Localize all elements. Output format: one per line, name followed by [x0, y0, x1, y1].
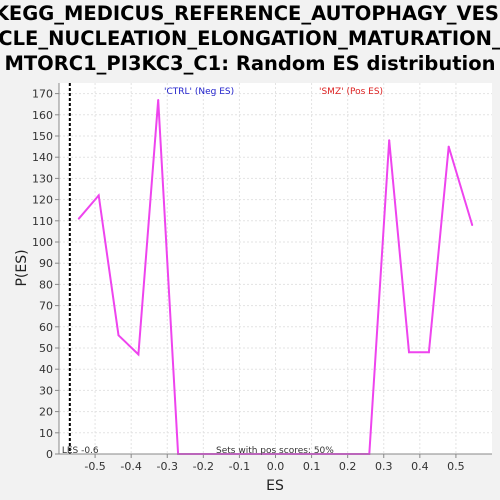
y-tick-label-9: 90 [39, 257, 53, 270]
x-tick-label-0: -0.5 [84, 460, 105, 473]
es-point-9 [408, 351, 411, 354]
y-tick-label-4: 40 [39, 363, 53, 376]
x-tick-label-9: 0.4 [411, 460, 429, 473]
x-tick-label-1: -0.4 [120, 460, 141, 473]
y-tick-label-6: 60 [39, 321, 53, 334]
y-tick-label-13: 130 [32, 172, 53, 185]
pos-scores-footer: Sets with pos scores: 50% [216, 446, 334, 456]
x-axis-label: ES [266, 478, 284, 494]
y-tick-label-1: 10 [39, 427, 53, 440]
es-point-2 [117, 334, 120, 337]
y-tick-label-2: 20 [39, 406, 53, 419]
chart-title-line-3: MTORC1_PI3KC3_C1: Random ES distribution [4, 52, 495, 75]
pos-es-label: 'SMZ' (Pos ES) [319, 87, 383, 97]
y-tick-label-16: 160 [32, 109, 53, 122]
es-point-0 [77, 217, 80, 220]
y-axis-label: P(ES) [14, 249, 30, 286]
y-tick-label-0: 0 [46, 448, 53, 461]
y-tick-label-15: 150 [32, 130, 53, 143]
chart-title-line-2: CLE_NUCLEATION_ELONGATION_MATURATION_ [0, 27, 500, 50]
x-tick-label-2: -0.3 [157, 460, 178, 473]
x-tick-label-4: -0.1 [229, 460, 250, 473]
y-axis-ticks: 0 10 20 30 40 50 60 70 80 90 100 110 120 130 140 150 160… [32, 88, 59, 461]
y-tick-label-5: 50 [39, 342, 53, 355]
y-tick-label-17: 170 [32, 88, 53, 101]
grid-lines [59, 83, 492, 455]
neg-es-label: 'CTRL' (Neg ES) [164, 87, 234, 97]
y-tick-label-11: 110 [32, 215, 53, 228]
es-point-8 [388, 139, 391, 142]
y-tick-label-8: 80 [39, 278, 53, 291]
y-tick-label-10: 100 [32, 236, 53, 249]
x-tick-label-5: 0.0 [267, 460, 285, 473]
x-axis-ticks: -0.5 -0.4 -0.3 -0.2 -0.1 0.0 0.1 0.2 0.3 0.4 0.5 [84, 454, 465, 473]
es-point-10 [427, 351, 430, 354]
y-tick-label-12: 120 [32, 194, 53, 207]
es-point-12 [471, 224, 474, 227]
x-tick-label-6: 0.1 [303, 460, 321, 473]
es-point-3 [137, 353, 140, 356]
x-tick-label-8: 0.3 [375, 460, 393, 473]
y-tick-label-14: 140 [32, 151, 53, 164]
x-tick-label-7: 0.2 [339, 460, 357, 473]
y-tick-label-7: 70 [39, 300, 53, 313]
chart-title-line-1: KEGG_MEDICUS_REFERENCE_AUTOPHAGY_VESI [0, 2, 500, 25]
es-point-1 [97, 194, 100, 197]
y-tick-label-3: 30 [39, 384, 53, 397]
x-tick-label-10: 0.5 [447, 460, 465, 473]
les-marker-label: LES -0.6 [62, 446, 99, 456]
es-point-11 [447, 145, 450, 148]
es-point-4 [157, 98, 160, 101]
x-tick-label-3: -0.2 [193, 460, 214, 473]
